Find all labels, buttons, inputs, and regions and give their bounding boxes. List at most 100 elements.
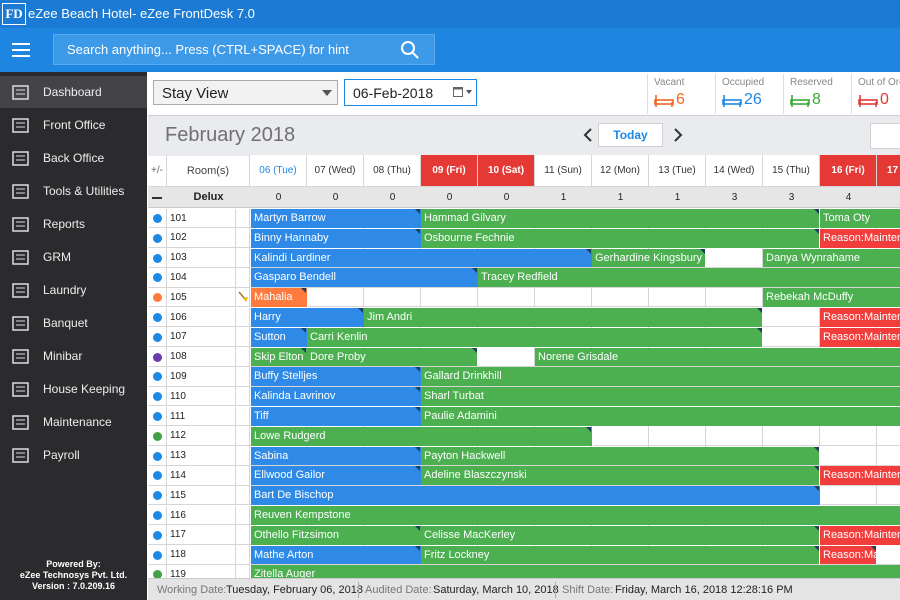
room-icon-cell [236,465,250,486]
booking-bar[interactable]: Mahalia [251,288,308,307]
booking-bar[interactable]: Sutton [251,327,308,347]
booking-bar[interactable]: Reason:Maintenance [820,327,900,347]
booking-bar[interactable]: Reason:Maintenance [820,466,900,486]
sidebar-item[interactable]: Dashboard [0,76,147,108]
room-cell [167,366,236,387]
day-header: 09 (Fri) [421,155,478,187]
booking-bar[interactable]: Lowe Rudgerd [251,426,593,446]
sidebar-item[interactable]: Banquet [0,307,147,339]
day-cell [877,228,900,249]
calendar-icon[interactable] [453,86,473,98]
booking-bar[interactable]: Dore Proby [307,347,478,367]
status-dot [153,352,162,362]
sidebar-item[interactable]: GRM [0,241,147,273]
booking-corner [814,209,819,214]
booking-corner [415,446,420,452]
booking-bar[interactable]: Reason:Maintenance [820,228,900,248]
room-icon-cell [236,525,250,546]
booking-bar[interactable]: Buffy Stelljes [251,367,422,387]
day-cell [877,308,900,328]
sidebar-item[interactable]: Front Office [0,109,147,141]
collapse-toggle[interactable] [152,197,162,199]
booking-bar[interactable]: Reason:Maintenance [820,308,900,327]
prev-button[interactable] [583,128,593,142]
booking-bar[interactable]: Jim Andri [364,308,763,327]
sidebar-item[interactable]: Tools & Utilities [0,175,147,207]
booking-bar[interactable]: Tiff [251,407,422,426]
booking-bar[interactable]: Carri Kenlin [307,327,763,347]
booking-bar[interactable]: Hammad Gilvary [421,209,820,228]
search-box[interactable]: Search anything... Press (CTRL+SPACE) fo… [53,34,435,65]
sidebar-item[interactable]: Back Office [0,142,147,174]
status-dot [153,372,162,382]
sidebar-item[interactable]: Payroll [0,439,147,471]
booking-corner [301,288,306,294]
booking-bar[interactable]: Sabina [251,446,422,466]
search-icon[interactable] [400,40,420,60]
room-icon-cell [236,446,250,466]
stay-grid: +/- Room(s) Delux 06 (Tue) 0 07 (Wed) 0 08 (Thu… [148,155,900,585]
booking-bar[interactable]: Martyn Barrow [251,209,422,228]
booking-corner [586,426,591,432]
booking-bar[interactable]: Gasparo Bendell [251,268,479,288]
booking-bar[interactable]: Rebekah McDuffy [763,288,900,307]
booking-bar[interactable]: Binny Hannaby [251,228,422,248]
sidebar-item[interactable]: House Keeping [0,373,147,405]
booking-bar[interactable]: Gerhardine Kingsbury [592,248,706,268]
booking-bar[interactable]: Paulie Adamini [421,407,900,426]
room-number: 112 [170,430,186,442]
day-cell [706,248,763,268]
stat-label: Out of Order [858,77,900,88]
date-picker[interactable]: 06-Feb-2018 [344,79,477,106]
booking-bar[interactable]: Danya Wynrahame [763,248,900,268]
sidebar-item[interactable]: Reports [0,208,147,240]
booking-bar[interactable]: Reason:Maintenance [820,545,877,565]
booking-bar[interactable]: Harry [251,308,365,327]
sidebar-icon [12,151,29,166]
month-title: February 2018 [165,124,296,146]
booking-corner [814,486,819,492]
stat-value: 8 [812,91,821,108]
booking-bar[interactable]: Ellwood Gailor [251,466,422,486]
status-dot [153,451,162,461]
dropdown-arrow [322,90,332,96]
day-cell [877,446,900,466]
booking-bar[interactable]: Payton Hackwell [421,446,820,466]
day-cell [820,485,877,506]
sidebar-item[interactable]: Laundry [0,274,147,306]
booking-bar[interactable]: Reuven Kempstone [251,506,900,525]
window-title: eZee Beach Hotel- eZee FrontDesk 7.0 [28,6,255,21]
booking-bar[interactable]: Norene Grisdale [535,347,900,367]
booking-bar[interactable]: Osbourne Fechnie [421,228,820,248]
room-icon-cell [236,406,250,427]
booking-bar[interactable]: Kalindi Lardiner [251,248,593,268]
booking-bar[interactable]: Reason:Maintenance [820,525,900,545]
sidebar-item[interactable]: Minibar [0,340,147,372]
sidebar-icon [12,448,29,463]
view-select[interactable]: Stay View [153,80,338,105]
booking-bar[interactable]: Mathe Arton [251,545,422,565]
booking-bar[interactable]: Gallard Drinkhill [421,367,900,387]
booking-bar[interactable]: Celisse MacKerley [421,525,820,545]
room-cell [167,327,236,348]
booking-bar[interactable]: Fritz Lockney [421,545,820,565]
separator [555,582,556,598]
group-row [148,187,900,208]
sidebar-item[interactable]: Maintenance [0,406,147,438]
booking-bar[interactable]: Bart De Bischop [251,486,821,505]
booking-bar[interactable]: Sharl Turbat [421,387,900,406]
next-button[interactable] [673,128,683,142]
room-number: 119 [170,568,186,580]
sidebar-label: Minibar [43,349,83,363]
booking-bar[interactable]: Tracey Redfield [478,268,900,288]
day-cell [877,327,900,348]
booking-bar[interactable]: Skip Elton [251,347,308,367]
stat-icon [654,95,674,107]
room-number: 113 [170,450,186,462]
today-button[interactable]: Today [598,123,663,147]
menu-button[interactable] [12,42,32,58]
booking-bar[interactable]: Adeline Blaszczynski [421,466,820,486]
booking-bar[interactable]: Othello Fitzsimon [251,525,422,545]
booking-bar[interactable]: Toma Oty [820,209,900,228]
booking-bar[interactable]: Kalinda Lavrinov [251,387,422,406]
